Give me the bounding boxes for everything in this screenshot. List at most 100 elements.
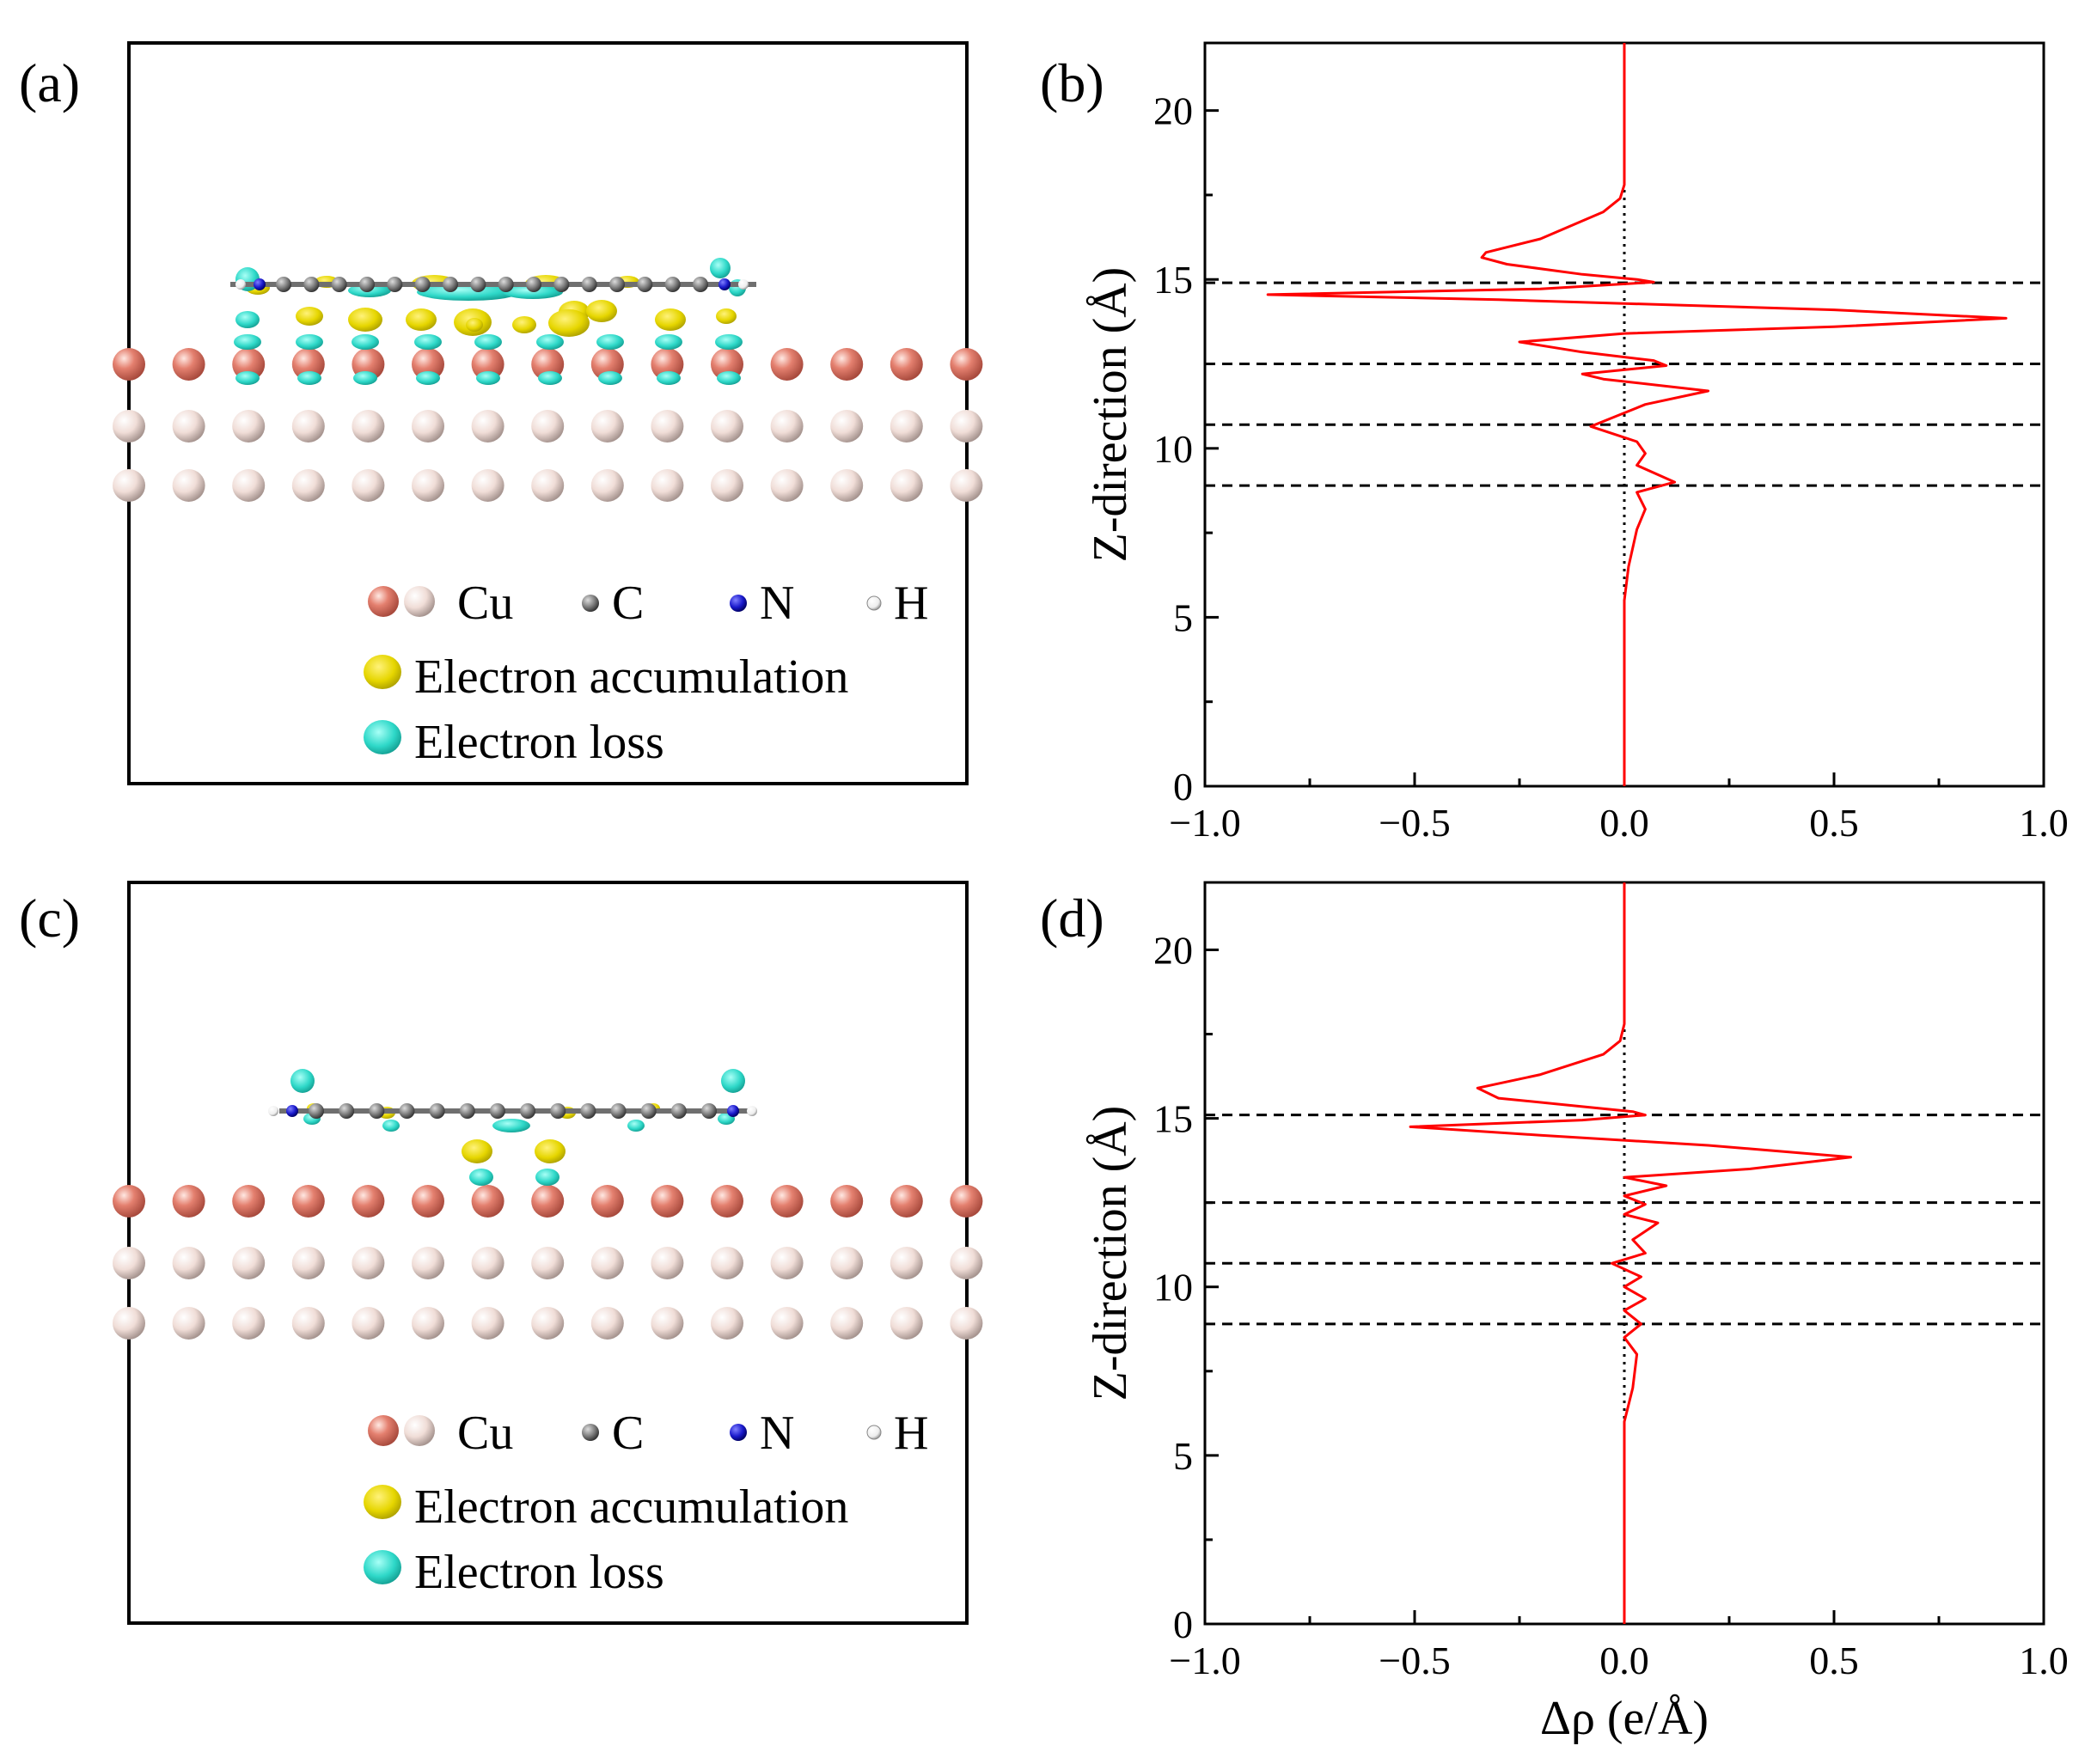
c-cu-bottom-atom [291,1307,325,1340]
loss-cloud [296,334,323,350]
loss-cloud [352,334,379,350]
panel-b: (b) −1.0 −0.5 0.0 0.5 1.0 0 5 10 15 20 Z-direction… [1040,41,2069,845]
y-axis-title: Z-direction (Å) [1084,1106,1137,1401]
carbon-atom [664,277,681,292]
carbon-atom [470,277,486,292]
a-cu-bottom-atom [232,469,266,502]
legend-a: Cu C N H Electron accumulation Electron … [364,577,928,769]
a-cu-top-atom [471,348,504,381]
y-tick-label: 0 [1173,765,1193,809]
carbon-atom [637,277,653,292]
y-tick-label: 15 [1153,258,1193,302]
c-cu-mid-atom [590,1247,624,1279]
x-tick-label: 0.5 [1809,801,1859,845]
loss-cloud [297,371,321,385]
electron-loss-clouds-a [234,258,746,385]
c-cu-mid-atom [890,1247,923,1279]
carbon-atom [640,1103,657,1119]
electron-loss-clouds-c [290,1069,745,1186]
loss-cloud [234,334,261,350]
x-axis-title: Δρ (e/Å) [1540,1692,1709,1745]
loss-cloud [657,371,681,385]
a-cu-bottom-atom [590,469,624,502]
y-axis-title: Z-direction (Å) [1084,267,1137,563]
x-tick-label: −0.5 [1379,801,1450,845]
c-cu-mid-atom [651,1247,684,1279]
hydrogen-atom [738,279,749,290]
c-cu-bottom-atom [830,1307,864,1340]
c-cu-top-atom [291,1185,325,1218]
c-cu-mid-atom [291,1247,325,1279]
a-cu-top-atom [172,348,205,381]
a-cu-bottom-atom [651,469,684,502]
carbon-atom [610,1103,627,1119]
loss-cloud [596,334,624,350]
carbon-atom [443,277,458,292]
carbon-atom [701,1103,717,1119]
a-cu-bottom-atom [711,469,743,502]
carbon-atom [303,277,320,292]
c-cu-bottom-atom [651,1307,684,1340]
legend-h-c: H [894,1407,928,1460]
x-tick-label: 0.0 [1599,1639,1649,1682]
chart-b: −1.0 −0.5 0.0 0.5 1.0 0 5 10 15 20 Z-direction (Å) [1084,41,2069,845]
a-cu-top-atom [890,348,923,381]
c-cu-top-atom [711,1185,743,1218]
c-cu-top-atom [232,1185,266,1218]
carbon-atom [550,1103,566,1119]
c-cu-mid-atom [113,1247,145,1279]
a-cu-bottom-atom [830,469,864,502]
c-cu-top-atom [770,1185,804,1218]
c-cu-bottom-atom [890,1307,923,1340]
x-tick-label: 0.0 [1599,801,1649,845]
carbon-atom [369,1103,385,1119]
a-cu-bottom-atom [352,469,385,502]
a-cu-top-atom [950,348,983,381]
chart-d: −1.0 −0.5 0.0 0.5 1.0 0 5 10 15 20 Z-direction (Å)… [1084,881,2069,1745]
y-tick-label: 5 [1173,1434,1193,1478]
a-cu-bottom-atom [950,469,983,502]
a-cu-top-atom [770,348,804,381]
a-cu-mid-atom [711,410,743,443]
c-cu-mid-atom [711,1247,743,1279]
a-cu-mid-atom [590,410,624,443]
a-cu-mid-atom [830,410,864,443]
carbon-atom [489,1103,505,1119]
a-cu-mid-atom [890,410,923,443]
loss-legend-icon [364,1550,401,1584]
y-tick-label: 10 [1153,1266,1193,1309]
c-cu-mid-atom [172,1247,205,1279]
carbon-atom [309,1103,324,1119]
x-tick-label: 1.0 [2019,801,2069,845]
carbon-atom [276,277,291,292]
c-cu-bottom-atom [770,1307,804,1340]
carbon-atom [609,277,625,292]
loss-cloud [538,371,562,385]
legend-n-a: N [760,577,794,630]
loss-cloud [414,334,442,350]
c-cu-top-atom [651,1185,684,1218]
legend-loss-a: Electron loss [414,716,664,769]
carbon-atom [693,277,708,292]
c-cu-bottom-atom [590,1307,624,1340]
a-cu-mid-atom [471,410,504,443]
loss-cloud [536,334,564,350]
legend-loss-c: Electron loss [414,1546,664,1599]
c-cu-bottom-atom [232,1307,266,1340]
a-cu-bottom-atom [412,469,444,502]
hydrogen-atom [268,1106,278,1116]
loss-cloud [353,371,377,385]
carbon-atom [399,1103,415,1119]
panel-b-label: (b) [1040,52,1104,113]
legend-cu-a: Cu [457,577,513,630]
carbon-atom [520,1103,536,1119]
legend-accumulation-a: Electron accumulation [414,650,848,704]
cu-sub-legend-icon [404,1415,435,1446]
c-cu-bottom-atom [412,1307,444,1340]
c-cu-mid-atom [950,1247,983,1279]
a-cu-bottom-atom [291,469,325,502]
c-cu-top-atom [890,1185,923,1218]
hydrogen-legend-icon [866,1425,882,1440]
carbon-atom [526,277,541,292]
c-cu-bottom-atom [172,1307,205,1340]
